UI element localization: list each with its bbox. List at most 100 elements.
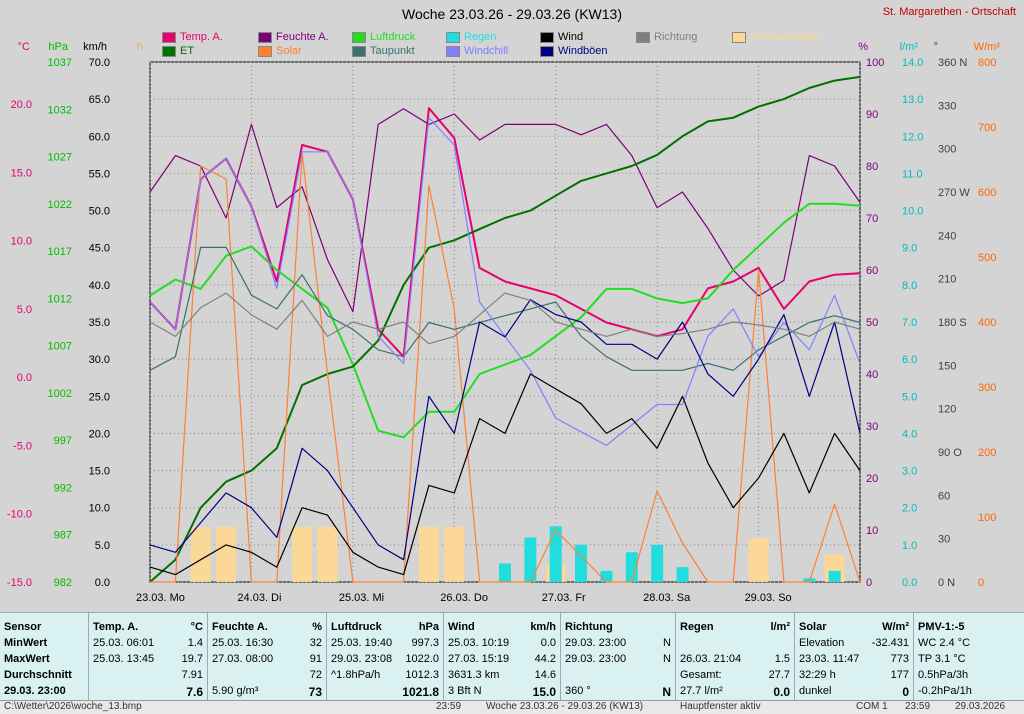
series-line xyxy=(149,75,861,583)
table-col-regen: Regen l/m² 26.03. 21:04 1.5 Gesamt: 27.7 27… xyxy=(675,613,794,701)
sunshine-bar xyxy=(216,527,237,582)
solar-hours: 32:29 h xyxy=(799,669,836,681)
pct-tick-label: 40 xyxy=(866,369,878,381)
series-line xyxy=(149,107,861,358)
legend-label: Wind xyxy=(558,31,584,43)
legend-label: Temp. A. xyxy=(180,31,223,43)
wm2-tick-label: 200 xyxy=(978,447,996,459)
wind-unit: km/h xyxy=(530,621,556,633)
lm2-tick-label: 2.0 xyxy=(902,503,917,515)
sunshine-bar xyxy=(418,527,439,582)
x-tick-label: 25.03. Mi xyxy=(339,592,384,604)
legend-item: ET xyxy=(162,45,194,57)
deg-tick-label: 150 xyxy=(938,360,956,372)
axis-unit-lm2: l/m² xyxy=(900,41,919,53)
temp-tick-label: -5.0 xyxy=(13,440,32,452)
luftdruck-header: Luftdruck xyxy=(331,621,382,633)
temp-tick-label: 20.0 xyxy=(11,99,32,111)
lm2-tick-label: 3.0 xyxy=(902,466,917,478)
plot-area xyxy=(149,61,861,583)
lm2-tick-label: 10.0 xyxy=(902,206,923,218)
luftdruck-max: 1022.0 xyxy=(405,653,439,665)
wm2-tick-label: 300 xyxy=(978,382,996,394)
wm2-tick-label: 0 xyxy=(978,577,984,589)
sunshine-bar xyxy=(748,538,769,582)
legend-swatch xyxy=(540,45,554,57)
x-tick-label: 23.03. Mo xyxy=(136,592,185,604)
lm2-tick-label: 4.0 xyxy=(902,428,917,440)
solar-elevation: -32.431 xyxy=(871,637,909,649)
deg-tick-label: 60 xyxy=(938,490,950,502)
legend-label: Feuchte A. xyxy=(276,31,329,43)
rain-bar xyxy=(549,526,562,582)
axis-unit-pct: % xyxy=(858,41,868,53)
legend-item: Luftdruck xyxy=(352,31,415,43)
temp-min-date: 25.03. 06:01 xyxy=(93,637,155,649)
regen-total-label: Gesamt: xyxy=(680,669,722,681)
status-bar: C:\Wetter\2026\woche_13.bmp 23:59 Woche … xyxy=(0,700,1024,714)
regen-max: 1.5 xyxy=(774,653,790,665)
regen-header: Regen xyxy=(680,621,714,633)
kmh-tick-label: 45.0 xyxy=(89,243,110,255)
pct-tick-label: 30 xyxy=(866,421,878,433)
temp-tick-label: -10.0 xyxy=(7,509,32,521)
pct-tick-label: 50 xyxy=(866,317,878,329)
solar-unit: W/m² xyxy=(882,621,909,633)
legend-swatch xyxy=(636,31,650,43)
axis-unit-hpa: hPa xyxy=(48,41,68,53)
lm2-tick-label: 6.0 xyxy=(902,354,917,366)
feuchte-max-date: 27.03. 08:00 xyxy=(212,653,274,665)
hpa-tick-label: 1022 xyxy=(48,199,72,211)
x-tick-label: 27.03. Fr xyxy=(542,592,586,604)
legend-item: Windböen xyxy=(540,45,608,57)
deg-tick-label: 240 xyxy=(938,230,956,242)
feuchte-max: 91 xyxy=(309,653,322,665)
legend-label: Regen xyxy=(464,31,497,43)
wind-header: Wind xyxy=(448,621,475,633)
table-col-luftdruck: Luftdruck hPa 25.03. 19:40 997.3 29.03. 23… xyxy=(326,613,443,701)
table-col-wind: Wind km/h 25.03. 10:19 0.0 27.03. 15:19 44.… xyxy=(443,613,560,701)
legend-label: Windböen xyxy=(558,45,608,57)
lm2-tick-label: 7.0 xyxy=(902,317,917,329)
deg-tick-label: 0 N xyxy=(938,577,955,589)
kmh-tick-label: 30.0 xyxy=(89,354,110,366)
luftdruck-min: 997.3 xyxy=(411,637,439,649)
deg-tick-label: 120 xyxy=(938,404,956,416)
wm2-tick-label: 400 xyxy=(978,317,996,329)
x-tick-label: 28.03. Sa xyxy=(643,592,691,604)
deg-tick-label: 360 N xyxy=(938,57,967,69)
richtung-min-date: 29.03. 23:00 xyxy=(565,637,627,649)
rain-bar xyxy=(600,570,613,582)
hpa-tick-label: 992 xyxy=(54,482,72,494)
axis-unit-deg: ° xyxy=(934,41,938,53)
legend-swatch xyxy=(162,45,176,57)
temp-max: 19.7 xyxy=(181,653,203,665)
temp-tick-label: -15.0 xyxy=(7,577,32,589)
status-text: Hauptfenster aktiv xyxy=(680,701,761,712)
pmv-windchill: WC 2.4 °C xyxy=(918,637,971,649)
x-tick-label: 29.03. So xyxy=(745,592,792,604)
pct-tick-label: 10 xyxy=(866,525,878,537)
legend-swatch xyxy=(258,31,272,43)
legend-item: Solar xyxy=(258,45,302,57)
status-time: 23:59 xyxy=(436,701,462,712)
temp-tick-label: 5.0 xyxy=(17,304,32,316)
wm2-tick-label: 600 xyxy=(978,187,996,199)
pmv-header: PMV-1:-5 xyxy=(918,621,965,633)
wind-avg: 14.6 xyxy=(534,669,556,681)
wm2-tick-label: 700 xyxy=(978,122,996,134)
feuchte-unit: % xyxy=(312,621,322,633)
chart-area: 23.03. Mo 24.03. Di 25.03. Mi 26.03. Do 27.0… xyxy=(6,6,1016,604)
kmh-tick-label: 40.0 xyxy=(89,280,110,292)
wind-max: 44.2 xyxy=(534,653,556,665)
kmh-tick-label: 20.0 xyxy=(89,428,110,440)
pmv-trend-1h: -0.2hPa/1h xyxy=(918,685,972,697)
table-header-sensor: Sensor xyxy=(4,621,42,633)
legend-item: Sonnenschein xyxy=(732,31,820,43)
solar-current: 0 xyxy=(902,685,909,699)
status-week: Woche 23.03.26 - 29.03.26 (KW13) xyxy=(486,701,644,712)
wind-current: 15.0 xyxy=(532,685,556,699)
regen-total: 27.7 xyxy=(768,669,790,681)
solar-avg: 177 xyxy=(890,669,909,681)
lm2-tick-label: 5.0 xyxy=(902,391,917,403)
